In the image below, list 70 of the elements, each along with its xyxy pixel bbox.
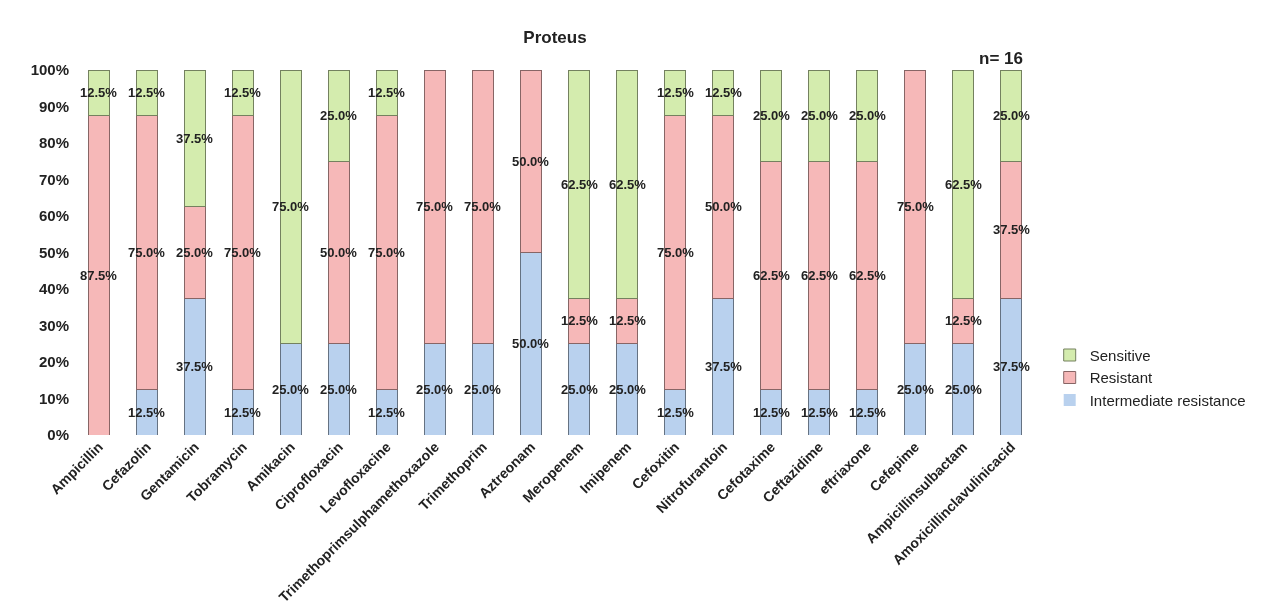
legend-label: Resistant <box>1089 369 1154 387</box>
data-label: 25.0% <box>416 382 454 397</box>
chart-title: Proteus <box>523 27 587 47</box>
legend-label: Sensitive <box>1089 346 1151 364</box>
data-label: 25.0% <box>320 382 358 397</box>
data-label: 75.0% <box>657 245 695 260</box>
data-label: 75.0% <box>897 199 935 214</box>
data-label: 25.0% <box>320 108 358 123</box>
data-label: 12.5% <box>849 405 887 420</box>
data-label: 75.0% <box>272 199 310 214</box>
data-label: 12.5% <box>128 85 166 100</box>
data-label: 37.5% <box>993 222 1031 237</box>
data-label: 75.0% <box>368 245 406 260</box>
y-tick-label: 100% <box>30 61 69 79</box>
data-label: 62.5% <box>561 177 599 192</box>
legend-label: Intermediate resistance <box>1089 391 1246 409</box>
data-label: 62.5% <box>609 177 647 192</box>
y-tick-label: 20% <box>38 353 69 371</box>
text: n= 16 <box>979 49 1023 68</box>
data-label: 75.0% <box>128 245 166 260</box>
data-label: 12.5% <box>368 405 406 420</box>
data-label: 75.0% <box>416 199 454 214</box>
y-tick-label: 80% <box>38 134 69 152</box>
data-label: 12.5% <box>657 405 695 420</box>
data-label: 12.5% <box>753 405 791 420</box>
data-label: 37.5% <box>705 359 743 374</box>
data-label: 25.0% <box>849 108 887 123</box>
y-tick-label: 60% <box>38 207 69 225</box>
data-label: 75.0% <box>224 245 262 260</box>
data-label: 50.0% <box>320 245 358 260</box>
data-label: 50.0% <box>512 336 550 351</box>
data-label: 25.0% <box>945 382 983 397</box>
data-label: 12.5% <box>224 405 262 420</box>
data-label: 25.0% <box>897 382 935 397</box>
y-tick-label: 90% <box>38 97 69 115</box>
data-label: 25.0% <box>176 245 214 260</box>
data-label: 25.0% <box>753 108 791 123</box>
data-label: 12.5% <box>368 85 406 100</box>
data-label: 25.0% <box>464 382 502 397</box>
data-label: 12.5% <box>801 405 839 420</box>
data-label: 12.5% <box>561 313 599 328</box>
y-tick-label: 10% <box>38 389 69 407</box>
y-tick-label: 40% <box>38 280 69 298</box>
data-label: 12.5% <box>945 313 983 328</box>
y-tick-label: 70% <box>38 170 69 188</box>
data-label: 62.5% <box>849 268 887 283</box>
data-label: 12.5% <box>705 85 743 100</box>
data-label: 50.0% <box>512 154 550 169</box>
data-label: 25.0% <box>801 108 839 123</box>
data-label: 37.5% <box>993 359 1031 374</box>
data-label: 25.0% <box>609 382 647 397</box>
data-label: 12.5% <box>224 85 262 100</box>
data-label: 37.5% <box>176 359 214 374</box>
y-tick-label: 0% <box>47 426 69 444</box>
data-label: 37.5% <box>176 131 214 146</box>
data-label: 62.5% <box>801 268 839 283</box>
data-label: 25.0% <box>993 108 1031 123</box>
data-label: 12.5% <box>609 313 647 328</box>
data-label: 50.0% <box>705 199 743 214</box>
y-tick-label: 30% <box>38 316 69 334</box>
data-label: 25.0% <box>561 382 599 397</box>
data-label: 75.0% <box>464 199 502 214</box>
data-label: 62.5% <box>945 177 983 192</box>
data-label: 12.5% <box>80 85 118 100</box>
data-label: 12.5% <box>657 85 695 100</box>
data-label: 62.5% <box>753 268 791 283</box>
data-label: 12.5% <box>128 405 166 420</box>
data-label: 25.0% <box>272 382 310 397</box>
data-label: 87.5% <box>80 268 118 283</box>
y-tick-label: 50% <box>38 243 69 261</box>
